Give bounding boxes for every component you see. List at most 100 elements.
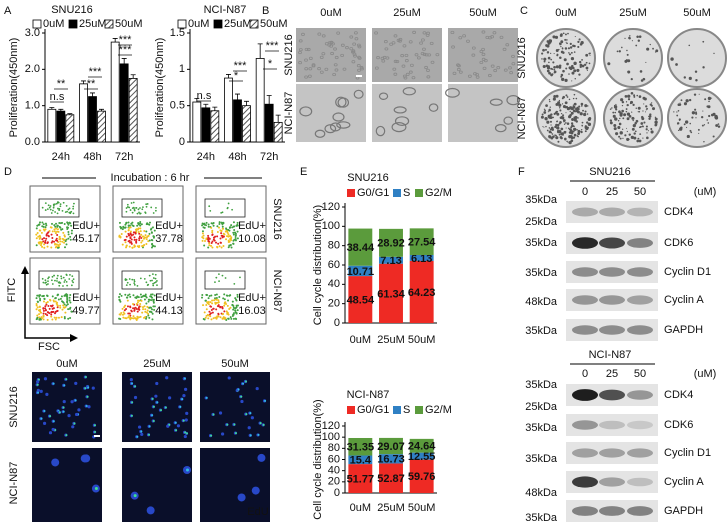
marker-label: 35kDa	[525, 453, 558, 465]
colony	[576, 128, 578, 131]
cell	[349, 47, 354, 51]
event-dot	[51, 318, 54, 321]
nucleus	[140, 432, 144, 437]
event-dot	[232, 306, 235, 309]
event-dot	[129, 283, 131, 286]
column-label: 50uM	[469, 7, 497, 19]
event-dot	[232, 312, 235, 315]
event-dot	[218, 221, 221, 224]
column-label: 0uM	[56, 358, 77, 370]
colony	[568, 134, 572, 139]
event-dot	[234, 234, 237, 237]
blot-band	[627, 207, 653, 217]
colony	[572, 97, 575, 100]
colony	[557, 140, 560, 143]
event-dot	[141, 208, 144, 211]
cell	[426, 75, 431, 79]
event-dot	[145, 281, 148, 284]
blot-band	[572, 325, 598, 335]
cell	[391, 121, 407, 133]
event-dot	[212, 317, 215, 320]
event-dot	[221, 274, 224, 277]
colony	[573, 51, 576, 53]
edu-signal	[205, 396, 208, 399]
colony	[580, 130, 583, 134]
colony	[626, 49, 628, 52]
bar	[192, 101, 202, 143]
cell	[378, 92, 389, 100]
event-dot	[127, 234, 130, 237]
blot-title: NCI-N87	[589, 349, 632, 361]
colony	[573, 117, 577, 121]
lane-label: 50	[634, 368, 646, 380]
event-dot	[128, 278, 131, 280]
event-dot	[203, 318, 206, 321]
event-dot	[67, 230, 70, 233]
event-dot	[150, 239, 153, 242]
edu-signal	[36, 383, 39, 386]
edu-signal	[264, 399, 267, 402]
event-dot	[223, 304, 226, 307]
event-dot	[225, 294, 228, 297]
colony	[642, 96, 646, 100]
y-axis-label: Proliferation(450nm)	[8, 38, 20, 138]
cell	[487, 73, 492, 78]
legend-label: 50uM	[115, 18, 143, 30]
event-dot	[41, 277, 44, 280]
colony	[573, 133, 577, 137]
colony	[561, 77, 565, 82]
colony	[541, 52, 544, 55]
event-dot	[50, 279, 53, 282]
event-dot	[68, 207, 71, 210]
event-dot	[56, 239, 59, 242]
event-dot	[227, 246, 230, 249]
event-dot	[226, 206, 229, 209]
nucleus	[48, 431, 53, 435]
colony	[683, 102, 687, 106]
edu-signal	[175, 429, 178, 432]
colony	[588, 62, 591, 65]
colony	[560, 132, 565, 136]
nucleus	[51, 458, 60, 467]
cell	[298, 61, 302, 65]
colony	[552, 35, 556, 39]
event-dot	[45, 283, 48, 286]
event-dot	[127, 240, 130, 243]
cell	[382, 55, 387, 60]
event-dot	[215, 276, 218, 279]
event-dot	[140, 223, 143, 226]
event-dot	[141, 239, 144, 242]
event-dot	[127, 316, 130, 319]
legend-label: G0/G1	[357, 404, 389, 416]
colony	[621, 109, 624, 113]
event-dot	[125, 284, 128, 287]
colony	[677, 129, 680, 132]
error-bar	[67, 113, 73, 115]
event-dot	[205, 304, 208, 307]
colony	[680, 126, 683, 130]
event-dot	[221, 211, 224, 214]
event-dot	[63, 241, 66, 244]
cell	[452, 71, 457, 75]
event-dot	[135, 303, 138, 306]
event-dot	[235, 298, 238, 301]
event-dot	[147, 234, 150, 237]
colony	[542, 48, 545, 52]
event-dot	[44, 226, 47, 229]
nucleus	[80, 454, 89, 463]
event-dot	[69, 273, 71, 276]
event-dot	[55, 316, 58, 319]
event-dot	[132, 233, 135, 236]
event-dot	[149, 279, 152, 282]
fluorescence-image	[122, 448, 192, 522]
event-dot	[61, 300, 64, 303]
nucleus	[42, 421, 47, 425]
edu-signal	[262, 423, 265, 426]
colony	[571, 117, 575, 121]
event-dot	[231, 208, 234, 211]
event-dot	[236, 293, 239, 296]
event-dot	[132, 315, 135, 318]
event-dot	[51, 283, 54, 285]
cell	[503, 68, 508, 72]
column-label: 50uM	[221, 358, 249, 370]
